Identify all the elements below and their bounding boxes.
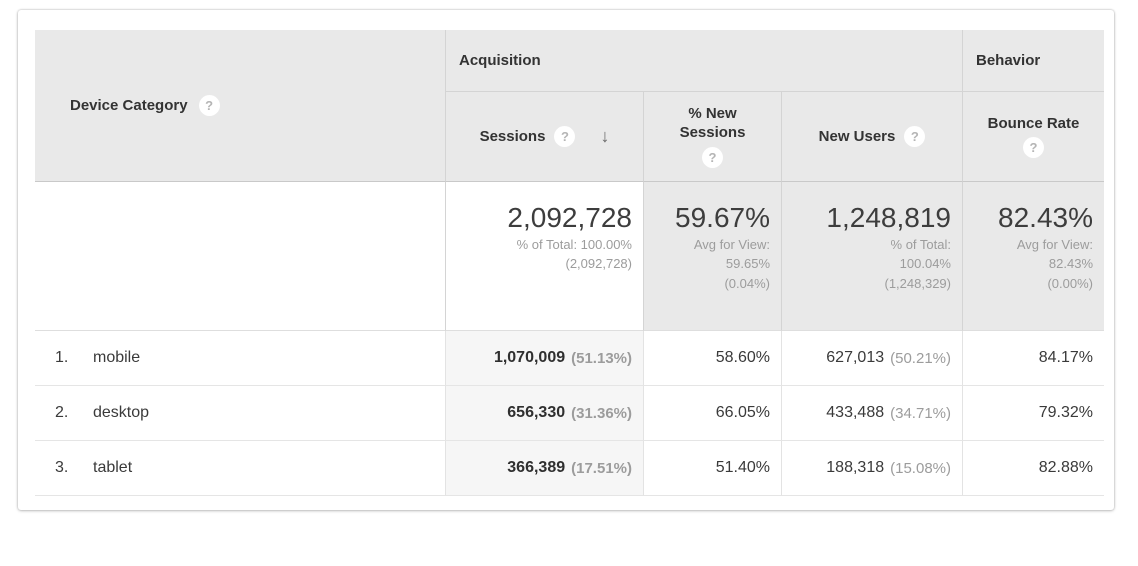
bounce-rate-value: 84.17% — [1038, 349, 1093, 366]
table-cell-sessions: 1,070,009 (51.13%) — [445, 331, 643, 386]
help-icon[interactable]: ? — [198, 95, 220, 116]
sessions-value: 1,070,009 — [493, 349, 566, 366]
help-icon[interactable]: ? — [554, 126, 576, 147]
bounce-rate-total-sub: Avg for View: — [1016, 236, 1093, 252]
table-cell-new-users: 188,318 (15.08%) — [781, 441, 962, 496]
totals-bounce-rate: 82.43% Avg for View: 82.43% (0.00%) — [962, 182, 1104, 331]
sessions-label: Sessions — [479, 128, 546, 145]
totals-sessions: 2,092,728 % of Total: 100.00% (2,092,728… — [445, 182, 643, 331]
column-header-new-users[interactable]: New Users ? — [781, 92, 962, 182]
device-value: mobile — [93, 349, 141, 366]
pct-new-sessions-total-sub: Avg for View: — [693, 236, 770, 252]
sessions-percent: (51.13%) — [571, 349, 632, 367]
table-row-device-label: 3. tablet — [35, 441, 445, 496]
help-icon[interactable]: ? — [904, 126, 926, 147]
device-category-table: Device Category ? Acquisition Behavior S… — [35, 30, 1104, 496]
help-icon[interactable]: ? — [702, 147, 723, 169]
sessions-value: 366,389 — [507, 459, 566, 476]
sessions-total-value: 2,092,728 — [507, 202, 632, 233]
new-users-value: 627,013 — [826, 349, 885, 366]
new-users-total-sub: 100.04% — [899, 256, 951, 272]
table-cell-pct-new-sessions: 51.40% — [643, 441, 781, 496]
device-category-label: Device Category — [70, 97, 188, 114]
group-header-behavior: Behavior — [962, 30, 1104, 92]
row-index: 1. — [55, 349, 69, 366]
pct-new-sessions-total-sub: 59.65% — [725, 256, 770, 272]
sort-descending-icon[interactable]: ↓ — [600, 126, 610, 146]
pct-new-sessions-value: 58.60% — [715, 349, 770, 366]
sessions-value: 656,330 — [507, 404, 566, 421]
help-icon[interactable]: ? — [1023, 137, 1044, 158]
device-value: tablet — [93, 459, 133, 476]
new-users-percent: (34.71%) — [890, 404, 951, 422]
table-cell-bounce-rate: 82.88% — [962, 441, 1104, 496]
sessions-percent: (17.51%) — [571, 459, 632, 477]
table-cell-pct-new-sessions: 58.60% — [643, 331, 781, 386]
device-value: desktop — [93, 404, 150, 421]
totals-new-users: 1,248,819 % of Total: 100.04% (1,248,329… — [781, 182, 962, 331]
column-header-bounce-rate[interactable]: Bounce Rate ? — [962, 92, 1104, 182]
bounce-rate-total-value: 82.43% — [998, 202, 1093, 233]
new-users-label: New Users — [818, 128, 896, 145]
row-index: 3. — [55, 459, 69, 476]
table-cell-bounce-rate: 84.17% — [962, 331, 1104, 386]
column-header-sessions[interactable]: Sessions ? ↓ — [445, 92, 643, 182]
pct-new-sessions-value: 66.05% — [715, 404, 770, 421]
totals-pct-new-sessions: 59.67% Avg for View: 59.65% (0.04%) — [643, 182, 781, 331]
row-index: 2. — [55, 404, 69, 421]
sessions-total-sub: (2,092,728) — [565, 256, 633, 272]
pct-new-sessions-total-sub: (0.04%) — [724, 275, 770, 291]
table-cell-bounce-rate: 79.32% — [962, 386, 1104, 441]
bounce-rate-value: 79.32% — [1038, 404, 1093, 421]
table-row-device-label: 2. desktop — [35, 386, 445, 441]
table-cell-new-users: 627,013 (50.21%) — [781, 331, 962, 386]
column-header-pct-new-sessions[interactable]: % New Sessions ? — [643, 92, 781, 182]
behavior-label: Behavior — [976, 52, 1041, 69]
column-header-device-category[interactable]: Device Category ? — [35, 30, 445, 182]
sessions-percent: (31.36%) — [571, 404, 632, 422]
bounce-rate-total-sub: 82.43% — [1048, 256, 1093, 272]
new-users-value: 433,488 — [826, 404, 885, 421]
bounce-rate-value: 82.88% — [1038, 459, 1093, 476]
new-users-value: 188,318 — [826, 459, 885, 476]
new-users-total-sub: (1,248,329) — [884, 275, 952, 291]
table-cell-new-users: 433,488 (34.71%) — [781, 386, 962, 441]
pct-new-sessions-total-value: 59.67% — [675, 202, 770, 233]
analytics-report-card: Device Category ? Acquisition Behavior S… — [18, 10, 1114, 510]
table-row-device-label: 1. mobile — [35, 331, 445, 386]
acquisition-label: Acquisition — [459, 52, 541, 69]
pct-new-sessions-label: % New Sessions — [679, 104, 746, 141]
pct-new-sessions-value: 51.40% — [715, 459, 770, 476]
new-users-percent: (50.21%) — [890, 349, 951, 367]
new-users-total-value: 1,248,819 — [826, 202, 951, 233]
totals-dimension-cell — [35, 182, 445, 331]
table-cell-pct-new-sessions: 66.05% — [643, 386, 781, 441]
bounce-rate-total-sub: (0.00%) — [1047, 275, 1093, 291]
table-cell-sessions: 656,330 (31.36%) — [445, 386, 643, 441]
bounce-rate-label: Bounce Rate — [987, 115, 1080, 132]
new-users-total-sub: % of Total: — [890, 236, 951, 252]
group-header-acquisition: Acquisition — [445, 30, 962, 92]
table-cell-sessions: 366,389 (17.51%) — [445, 441, 643, 496]
sessions-total-sub: % of Total: 100.00% — [516, 236, 632, 252]
new-users-percent: (15.08%) — [890, 459, 951, 477]
